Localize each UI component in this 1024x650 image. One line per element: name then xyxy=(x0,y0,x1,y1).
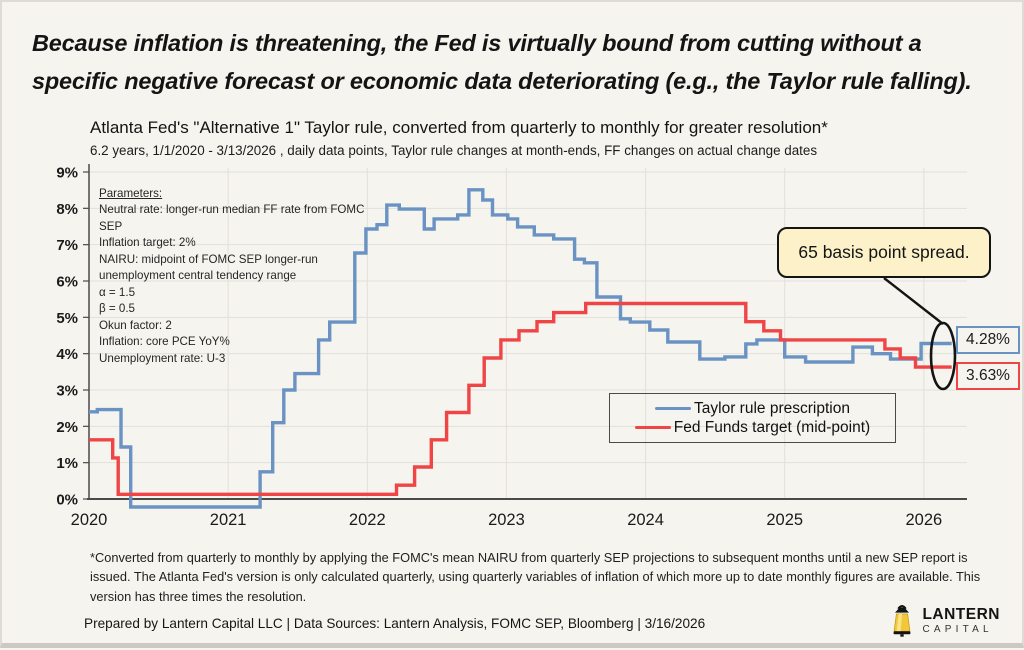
parameter-line: Neutral rate: longer-run median FF rate … xyxy=(99,203,365,233)
svg-text:7%: 7% xyxy=(56,237,78,254)
fedfunds-line-swatch xyxy=(634,425,671,430)
svg-text:2024: 2024 xyxy=(627,511,664,529)
legend-item-taylor: Taylor rule prescription xyxy=(655,400,850,418)
parameter-line: NAIRU: midpoint of FOMC SEP longer-run u… xyxy=(99,252,318,283)
parameter-line: Inflation: core PCE YoY% xyxy=(99,335,230,349)
taylor-line-swatch xyxy=(655,406,692,411)
legend-label: Taylor rule prescription xyxy=(694,399,850,417)
svg-text:0%: 0% xyxy=(56,492,78,509)
chart-title: Atlanta Fed's "Alternative 1" Taylor rul… xyxy=(90,118,828,137)
svg-text:1%: 1% xyxy=(56,455,78,472)
svg-text:3%: 3% xyxy=(56,383,78,400)
page-title: Because inflation is threatening, the Fe… xyxy=(32,30,972,95)
parameters-title: Parameters: xyxy=(99,187,163,200)
footnote: *Converted from quarterly to monthly by … xyxy=(90,550,981,604)
legend-item-fedfunds: Fed Funds target (mid-point) xyxy=(634,418,871,437)
fedfunds-end-value: 3.63% xyxy=(956,362,1020,390)
lantern-icon xyxy=(894,605,911,637)
legend: Taylor rule prescription Fed Funds targe… xyxy=(609,393,896,443)
svg-text:2023: 2023 xyxy=(488,511,525,529)
parameter-line: β = 0.5 xyxy=(99,302,135,316)
svg-text:9%: 9% xyxy=(56,165,78,182)
spread-annotation: 65 basis point spread. xyxy=(777,227,991,278)
parameter-line: Inflation target: 2% xyxy=(99,236,196,250)
svg-text:2021: 2021 xyxy=(210,511,247,529)
prepared-by-line: Prepared by Lantern Capital LLC | Data S… xyxy=(84,616,706,631)
logo-line1: LANTERN xyxy=(922,606,1000,624)
svg-text:2022: 2022 xyxy=(349,511,386,529)
legend-label: Fed Funds target (mid-point) xyxy=(673,418,871,436)
svg-text:2025: 2025 xyxy=(766,511,803,529)
svg-text:8%: 8% xyxy=(56,201,78,218)
svg-text:2026: 2026 xyxy=(906,511,943,529)
svg-text:4%: 4% xyxy=(56,346,78,363)
lantern-capital-logo: LANTERN CAPITAL xyxy=(888,602,1000,640)
taylor-end-value: 4.28% xyxy=(956,326,1020,354)
parameter-line: Okun factor: 2 xyxy=(99,318,172,332)
parameter-line: Unemployment rate: U-3 xyxy=(99,351,226,365)
parameter-line: α = 1.5 xyxy=(99,285,136,299)
svg-text:2020: 2020 xyxy=(71,511,108,529)
svg-text:6%: 6% xyxy=(56,274,78,291)
parameters-box: Parameters: Neutral rate: longer-run med… xyxy=(99,186,381,367)
logo-line2: CAPITAL xyxy=(922,623,993,635)
svg-text:2%: 2% xyxy=(56,419,78,436)
chart-subtitle: 6.2 years, 1/1/2020 - 3/13/2026 , daily … xyxy=(90,143,818,158)
logo-text: LANTERN CAPITAL xyxy=(922,606,1000,635)
svg-text:5%: 5% xyxy=(56,310,78,327)
